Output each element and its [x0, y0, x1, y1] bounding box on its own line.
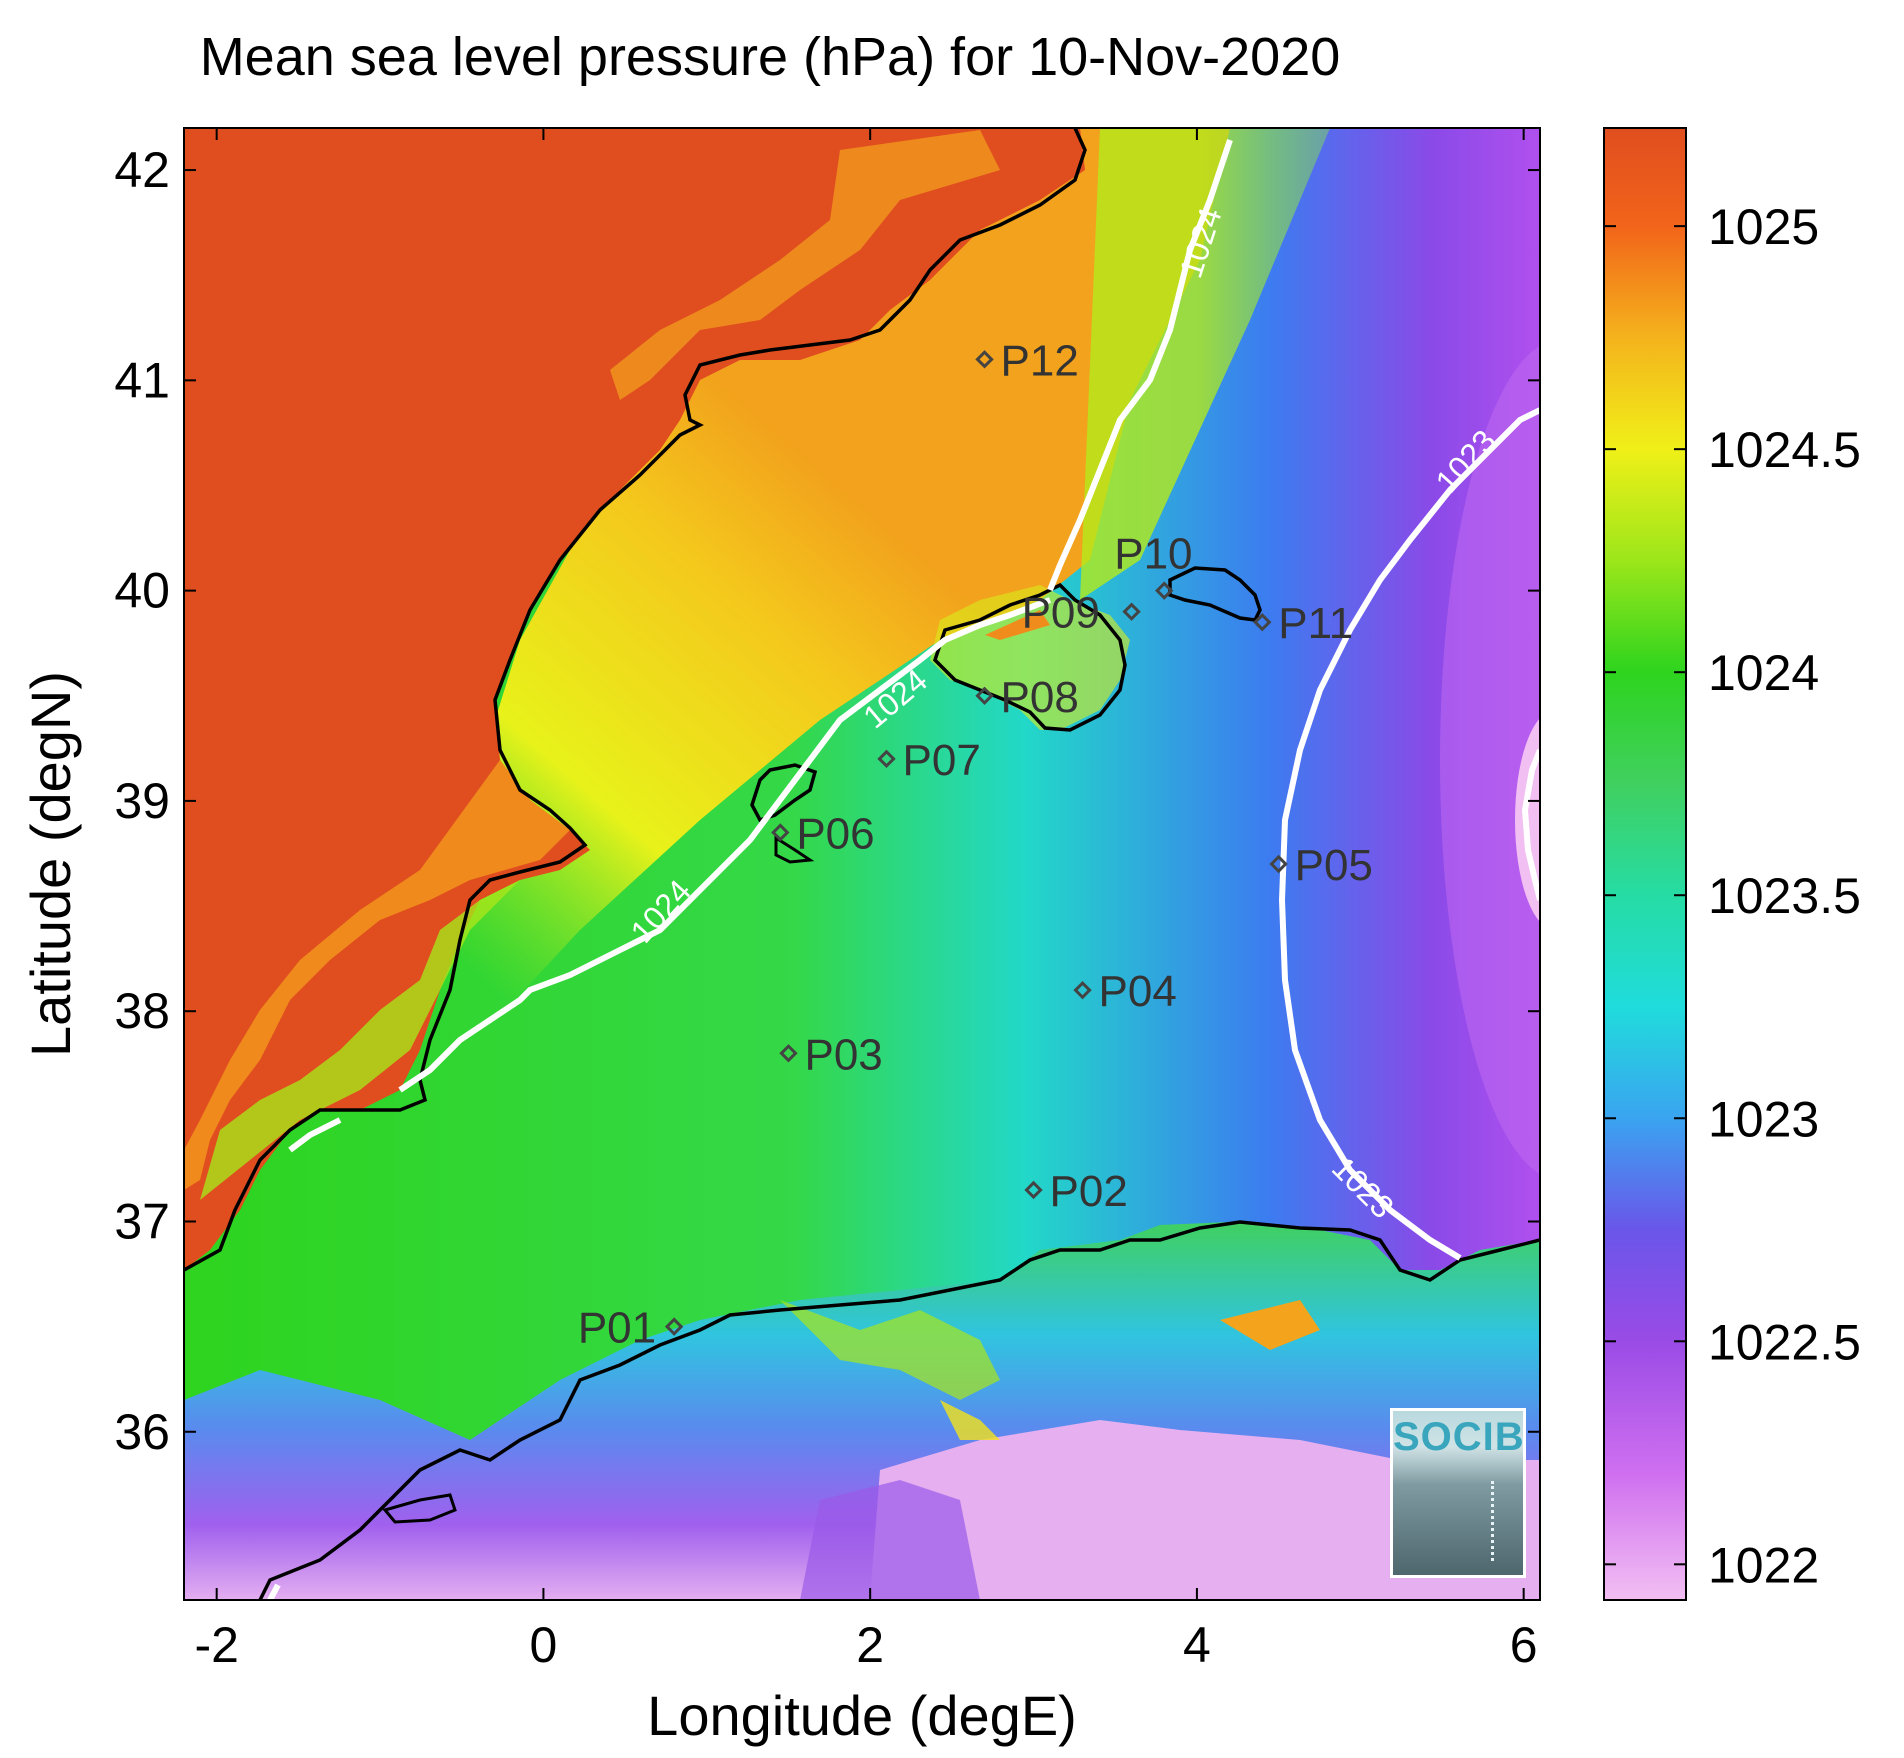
coastline-mallorca [932, 582, 1127, 732]
y-axis-title: Latitude (degN) [19, 671, 82, 1057]
station-label-p04: P04 [1099, 967, 1177, 1016]
y-tick-label: 37 [114, 1193, 170, 1249]
y-tick-label: 42 [114, 142, 170, 198]
station-marker [1024, 1180, 1043, 1200]
station-label-p08: P08 [1001, 673, 1079, 722]
station-label-p06: P06 [796, 809, 874, 858]
isobar-1022 [1521, 748, 1540, 901]
x-tick-label: 6 [1510, 1617, 1538, 1673]
station-marker [975, 350, 994, 369]
station-marker [1269, 854, 1288, 874]
isobar-1024-north [1047, 139, 1233, 592]
station-marker [779, 1044, 798, 1063]
coastline-spain [184, 128, 1087, 1272]
station-marker [1122, 602, 1141, 621]
x-tick-label: -2 [194, 1617, 238, 1673]
plot-frame [183, 127, 1541, 1601]
y-tick-label: 36 [114, 1404, 170, 1460]
y-tick-label: 41 [114, 352, 170, 408]
station-marker [877, 749, 896, 769]
colorbar-label: 1023 [1708, 1091, 1819, 1147]
station-marker [1073, 980, 1092, 1000]
station-marker [975, 686, 994, 705]
station-label-p02: P02 [1050, 1167, 1128, 1216]
socib-logo-dots [1491, 1481, 1494, 1561]
colorbar-label: 1023.5 [1708, 868, 1861, 924]
pressure-field [184, 128, 1540, 1600]
station-label-p07: P07 [903, 736, 981, 785]
station-marker [771, 823, 790, 842]
colorbar-label: 1025 [1708, 199, 1819, 255]
x-tick-label: 4 [1183, 1617, 1211, 1673]
colorbar [1603, 127, 1687, 1601]
socib-logo: SOCIB [1390, 1408, 1526, 1578]
colorbar-label: 1024 [1708, 645, 1819, 701]
y-tick-label: 38 [114, 983, 170, 1039]
colorbar-ticks: 1025 1024.5 1024 1023.5 1023 1022.5 1022 [1604, 199, 1861, 1593]
station-marker [1253, 612, 1272, 632]
coastline-menorca [1168, 566, 1262, 622]
station-markers: P01 P02 P03 P04 P05 P06 P07 P08 P09 P10 P11 P12 [578, 336, 1373, 1352]
coastline-ibiza [750, 763, 818, 823]
isobar-1023 [1278, 407, 1540, 1261]
station-marker [1155, 581, 1174, 600]
colorbar-label: 1024.5 [1708, 422, 1861, 478]
isobar-1024-south [398, 597, 1052, 1093]
y-tick-label: 40 [114, 563, 170, 619]
colorbar-label: 1022 [1708, 1537, 1819, 1593]
y-axis: 36 37 38 39 40 41 42 [114, 142, 1540, 1460]
station-label-p03: P03 [804, 1030, 882, 1079]
x-axis: -2 0 2 4 6 [194, 128, 1538, 1673]
station-label-p05: P05 [1295, 841, 1373, 890]
x-axis-title: Longitude (degE) [647, 1684, 1077, 1747]
socib-logo-text: SOCIB [1393, 1415, 1525, 1459]
x-tick-label: 0 [530, 1617, 558, 1673]
page-title: Mean sea level pressure (hPa) for 10-Nov… [199, 27, 1341, 87]
station-label-p10: P10 [1114, 530, 1192, 579]
station-label-p11: P11 [1278, 599, 1353, 648]
station-marker [664, 1317, 684, 1336]
coastline-africa [258, 1220, 1540, 1600]
colorbar-label: 1022.5 [1708, 1314, 1861, 1370]
y-tick-label: 39 [114, 773, 170, 829]
station-label-p12: P12 [1001, 336, 1079, 385]
station-label-p01: P01 [578, 1304, 656, 1353]
x-tick-label: 2 [856, 1617, 884, 1673]
station-label-p09: P09 [1022, 589, 1100, 638]
